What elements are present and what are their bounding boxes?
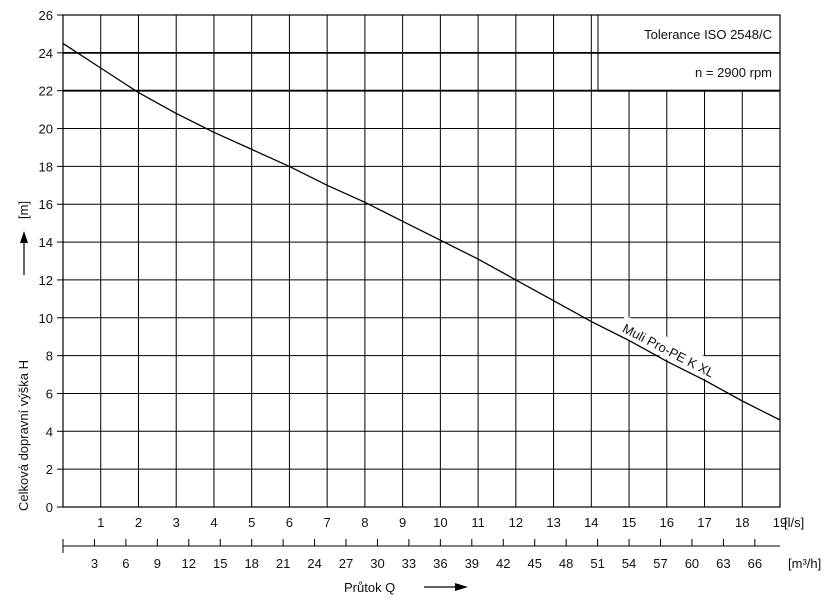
curve-point xyxy=(137,91,140,94)
curve-point xyxy=(175,112,177,114)
x-tick-label-ls: 17 xyxy=(697,515,711,530)
curve-point xyxy=(779,419,781,421)
series-label-bg xyxy=(616,315,738,391)
x-tick-label-ls: 1 xyxy=(97,515,104,530)
x-unit-ls: [l/s] xyxy=(784,515,804,530)
x-tick-label-m3h: 48 xyxy=(559,556,573,571)
y-tick-label: 10 xyxy=(39,311,53,326)
curve-point xyxy=(251,148,253,150)
x-unit-m3h: [m³/h] xyxy=(788,556,821,571)
y-tick-label: 12 xyxy=(39,273,53,288)
curve-point xyxy=(213,131,215,133)
chart-grid xyxy=(62,14,781,508)
x-tick-label-m3h: 3 xyxy=(91,556,98,571)
y-tick-label: 6 xyxy=(46,386,53,401)
x-tick-label-m3h: 18 xyxy=(244,556,258,571)
curve-point xyxy=(100,67,102,69)
x-tick-labels-ls: 1 2 3 4 5 6 7 8 9 10 11 12 13 14 15 16 17 18 19 xyxy=(97,515,787,530)
x-tick-label-m3h: 24 xyxy=(307,556,321,571)
x-tick-label-ls: 15 xyxy=(622,515,636,530)
curve-point xyxy=(590,320,592,323)
curve-point xyxy=(666,360,668,362)
x-tick-label-ls: 7 xyxy=(324,515,331,530)
y-axis-unit: [m] xyxy=(16,201,31,219)
curve-point xyxy=(402,220,404,222)
x-tick-label-ls: 3 xyxy=(173,515,180,530)
x-tick-label-ls: 14 xyxy=(584,515,598,530)
curve-point xyxy=(515,279,517,281)
tolerance-annotation: Tolerance ISO 2548/C xyxy=(644,27,772,42)
x-tick-label-ls: 6 xyxy=(286,515,293,530)
x-tick-label-m3h: 45 xyxy=(527,556,541,571)
x-tick-label-m3h: 36 xyxy=(433,556,447,571)
curve-point xyxy=(703,379,706,381)
curve-point xyxy=(439,239,441,241)
y-tick-label: 24 xyxy=(39,46,53,61)
x-tick-labels-m3h: 3 6 9 12 15 18 21 24 27 30 33 36 39 42 45 48 51 54 57 60 63 6… xyxy=(62,539,780,571)
x-tick-label-m3h: 6 xyxy=(122,556,129,571)
y-tick-label: 8 xyxy=(46,349,53,364)
x-axis-label-group: Průtok Q xyxy=(344,580,468,595)
series-label: Muli Pro-PE K XL xyxy=(620,321,717,381)
speed-annotation: n = 2900 rpm xyxy=(695,65,772,80)
curve-point xyxy=(288,165,291,167)
curve-point xyxy=(62,42,64,44)
x-axis-label: Průtok Q xyxy=(344,580,395,595)
y-tick-label: 2 xyxy=(46,462,53,477)
x-tick-label-m3h: 33 xyxy=(402,556,416,571)
curve-point xyxy=(364,201,366,203)
x-tick-label-m3h: 60 xyxy=(685,556,699,571)
x-tick-label-m3h: 21 xyxy=(276,556,290,571)
curve-point xyxy=(741,400,743,402)
x-tick-label-m3h: 27 xyxy=(339,556,353,571)
curve-point xyxy=(477,258,479,260)
x-tick-label-m3h: 66 xyxy=(748,556,762,571)
x-tick-label-ls: 11 xyxy=(471,515,485,530)
x-axis-arrow-head xyxy=(455,583,468,591)
x-tick-label-ls: 19 xyxy=(773,515,787,530)
y-axis-arrow-head xyxy=(20,231,28,243)
curve-point xyxy=(628,339,630,342)
x-tick-label-ls: 8 xyxy=(361,515,368,530)
x-tick-label-m3h: 54 xyxy=(622,556,636,571)
x-tick-label-m3h: 51 xyxy=(590,556,604,571)
y-tick-label: 18 xyxy=(39,159,53,174)
curve-layer: Muli Pro-PE K XL xyxy=(62,42,781,421)
curve-point xyxy=(552,300,555,302)
x-tick-label-ls: 16 xyxy=(660,515,674,530)
x-tick-label-m3h: 42 xyxy=(496,556,510,571)
y-axis-label-group: Celková dopravní výška H [m] xyxy=(16,201,31,511)
y-tick-label: 4 xyxy=(46,424,53,439)
x-tick-label-ls: 13 xyxy=(546,515,560,530)
x-tick-label-ls: 4 xyxy=(210,515,217,530)
x-tick-label-m3h: 63 xyxy=(716,556,730,571)
y-tick-label: 26 xyxy=(39,8,53,23)
x-tick-label-m3h: 15 xyxy=(213,556,227,571)
y-axis-label: Celková dopravní výška H xyxy=(16,360,31,511)
y-tick-label: 14 xyxy=(39,235,53,250)
x-tick-label-ls: 2 xyxy=(135,515,142,530)
y-tick-label: 16 xyxy=(39,197,53,212)
x-tick-label-ls: 9 xyxy=(399,515,406,530)
head-curve xyxy=(62,42,781,421)
y-tick-label: 22 xyxy=(39,84,53,99)
plot-frame xyxy=(62,14,781,508)
x-tick-label-m3h: 9 xyxy=(154,556,161,571)
x-tick-label-m3h: 39 xyxy=(465,556,479,571)
x-tick-label-m3h: 57 xyxy=(653,556,667,571)
annotation-box: Tolerance ISO 2548/C n = 2900 rpm xyxy=(644,27,772,80)
x-tick-label-ls: 18 xyxy=(735,515,749,530)
x-tick-label-m3h: 12 xyxy=(182,556,196,571)
x-tick-label-ls: 12 xyxy=(509,515,523,530)
curve-point xyxy=(326,184,328,186)
x-tick-label-ls: 5 xyxy=(248,515,255,530)
x-tick-label-ls: 10 xyxy=(433,515,447,530)
y-tick-label: 0 xyxy=(46,500,53,515)
y-tick-label: 20 xyxy=(39,122,53,137)
x-tick-label-m3h: 30 xyxy=(370,556,384,571)
